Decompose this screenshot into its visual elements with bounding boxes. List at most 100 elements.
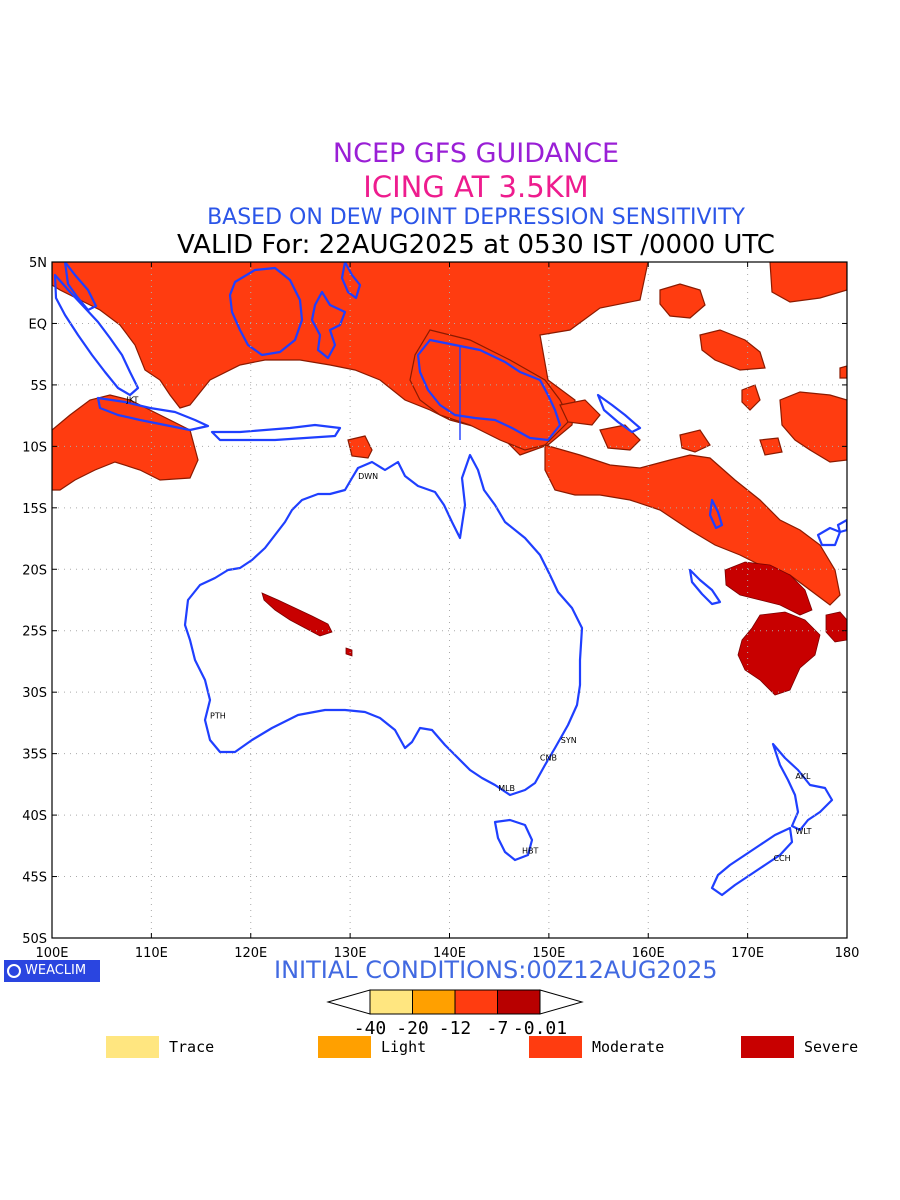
copyright-icon	[7, 964, 21, 978]
legend-label: Trace	[169, 1038, 215, 1056]
severe-area-wa-small	[345, 647, 353, 657]
severe-area-nc-north	[724, 561, 813, 616]
latitude-labels: 5N EQ 5S 10S 15S 20S 25S 30S 35S 40S 45S 50S	[22, 256, 47, 947]
icing-area-pacific-c	[659, 283, 706, 319]
axis-ticks	[51, 261, 848, 939]
colorbar-box	[497, 989, 541, 1015]
lat-label: 35S	[22, 748, 47, 763]
coast-lesser-sunda	[210, 423, 342, 442]
icing-area-timor	[347, 435, 373, 459]
icing-area-pacific-b	[779, 391, 847, 463]
colorbar-tick-labels: -40 -20 -12 -7 -0.01	[354, 1018, 567, 1039]
legend-swatch	[106, 1036, 159, 1058]
legend-label: Light	[381, 1038, 427, 1056]
colorbar-tick-label: -40	[354, 1018, 387, 1039]
colorbar: -40 -20 -12 -7 -0.01	[326, 989, 584, 1039]
severe-icing-areas	[261, 561, 847, 696]
coast-nz-north	[771, 742, 834, 832]
title-line-2: ICING AT 3.5KM	[363, 170, 589, 204]
valid-time: VALID For: 22AUG2025 at 0530 IST /0000 U…	[177, 230, 775, 260]
coast-vanuatu	[708, 498, 724, 530]
station-label-cnb: CNB	[540, 753, 557, 762]
coast-tasmania	[493, 818, 534, 862]
lat-label: 10S	[22, 440, 47, 455]
lat-label: 30S	[22, 686, 47, 701]
coast-sumatra	[53, 273, 140, 397]
coastlines	[53, 262, 847, 897]
station-label-hbt: HBT	[522, 847, 539, 856]
icing-area-pacific-a	[699, 329, 766, 371]
lon-label: 130E	[334, 946, 367, 961]
coast-philippines	[340, 262, 362, 300]
icing-area-east-equatorial	[769, 262, 847, 303]
severe-area-nc-south	[737, 611, 821, 696]
station-label-akl: AKL	[795, 772, 811, 781]
icing-area-pacific-d	[559, 399, 601, 426]
colorbar-box	[412, 989, 456, 1015]
icing-area-pacific-g	[679, 429, 711, 453]
colorbar-right-arrow	[539, 989, 584, 1015]
moderate-icing-areas	[52, 262, 847, 606]
severe-area-wa	[261, 592, 333, 637]
colorbar-tick-label: -7	[487, 1018, 509, 1039]
station-labels: JKT DWN PTH SYN CNB MLB HBT AKL WLT CCH	[126, 396, 812, 863]
station-label-wlt: WLT	[795, 827, 811, 836]
lat-label: 5N	[29, 256, 47, 271]
legend-label: Moderate	[592, 1038, 665, 1056]
title-line-1: NCEP GFS GUIDANCE	[332, 138, 620, 169]
lat-label: EQ	[29, 317, 47, 332]
colorbar-tick-label: -12	[439, 1018, 472, 1039]
legend-swatch	[741, 1036, 794, 1058]
lon-label: 140E	[433, 946, 466, 961]
legend-swatch	[318, 1036, 371, 1058]
lon-label: 110E	[135, 946, 168, 961]
coast-fiji	[816, 526, 842, 547]
station-label-dwn: DWN	[358, 472, 378, 481]
colorbar-box	[454, 989, 498, 1015]
coast-fiji-east	[836, 518, 847, 534]
lon-label: 180	[835, 946, 860, 961]
colorbar-tick-label: -0.01	[513, 1018, 567, 1039]
lat-label: 50S	[22, 932, 47, 947]
coast-new-guinea	[416, 338, 562, 442]
lat-label: 20S	[22, 563, 47, 578]
severe-area-nc-east	[825, 611, 847, 643]
legend-label: Severe	[804, 1038, 859, 1056]
icing-area-pacific-i	[759, 437, 783, 456]
colorbar-boxes	[369, 989, 541, 1015]
coast-sulawesi	[310, 290, 347, 360]
weaclim-logo: WEACLIM	[4, 960, 100, 982]
coast-new-caledonia	[688, 568, 722, 606]
coast-australia	[183, 453, 584, 797]
lat-label: 40S	[22, 809, 47, 824]
colorbar-left-arrow	[326, 989, 371, 1015]
lat-label: 45S	[22, 871, 47, 886]
colorbar-tick-label: -20	[396, 1018, 429, 1039]
station-label-syn: SYN	[561, 736, 577, 745]
icing-area-java-sea	[52, 394, 199, 491]
icing-area-new-guinea	[409, 329, 571, 451]
lon-label: 160E	[632, 946, 665, 961]
station-label-mlb: MLB	[498, 784, 515, 793]
lon-label: 150E	[532, 946, 565, 961]
lat-label: 5S	[30, 379, 47, 394]
coast-malay-peninsula	[63, 262, 98, 312]
station-label-pth: PTH	[210, 712, 226, 721]
icing-area-pacific-h	[839, 365, 847, 379]
station-label-cch: CCH	[773, 854, 790, 863]
coast-nz-south	[710, 826, 794, 897]
lat-label: 15S	[22, 502, 47, 517]
coast-java	[96, 396, 210, 432]
coast-solomon	[596, 393, 642, 434]
lon-label: 120E	[234, 946, 267, 961]
graticule	[52, 262, 847, 938]
lon-label: 100E	[35, 946, 68, 961]
lon-label: 170E	[731, 946, 764, 961]
coast-borneo	[228, 266, 304, 357]
title-line-3: BASED ON DEW POINT DEPRESSION SENSITIVIT…	[207, 205, 745, 230]
longitude-labels: 100E 110E 120E 130E 140E 150E 160E 170E 180	[35, 946, 859, 961]
icing-area-pacific-f	[741, 384, 761, 411]
colorbar-box	[369, 989, 413, 1015]
lat-label: 25S	[22, 625, 47, 640]
